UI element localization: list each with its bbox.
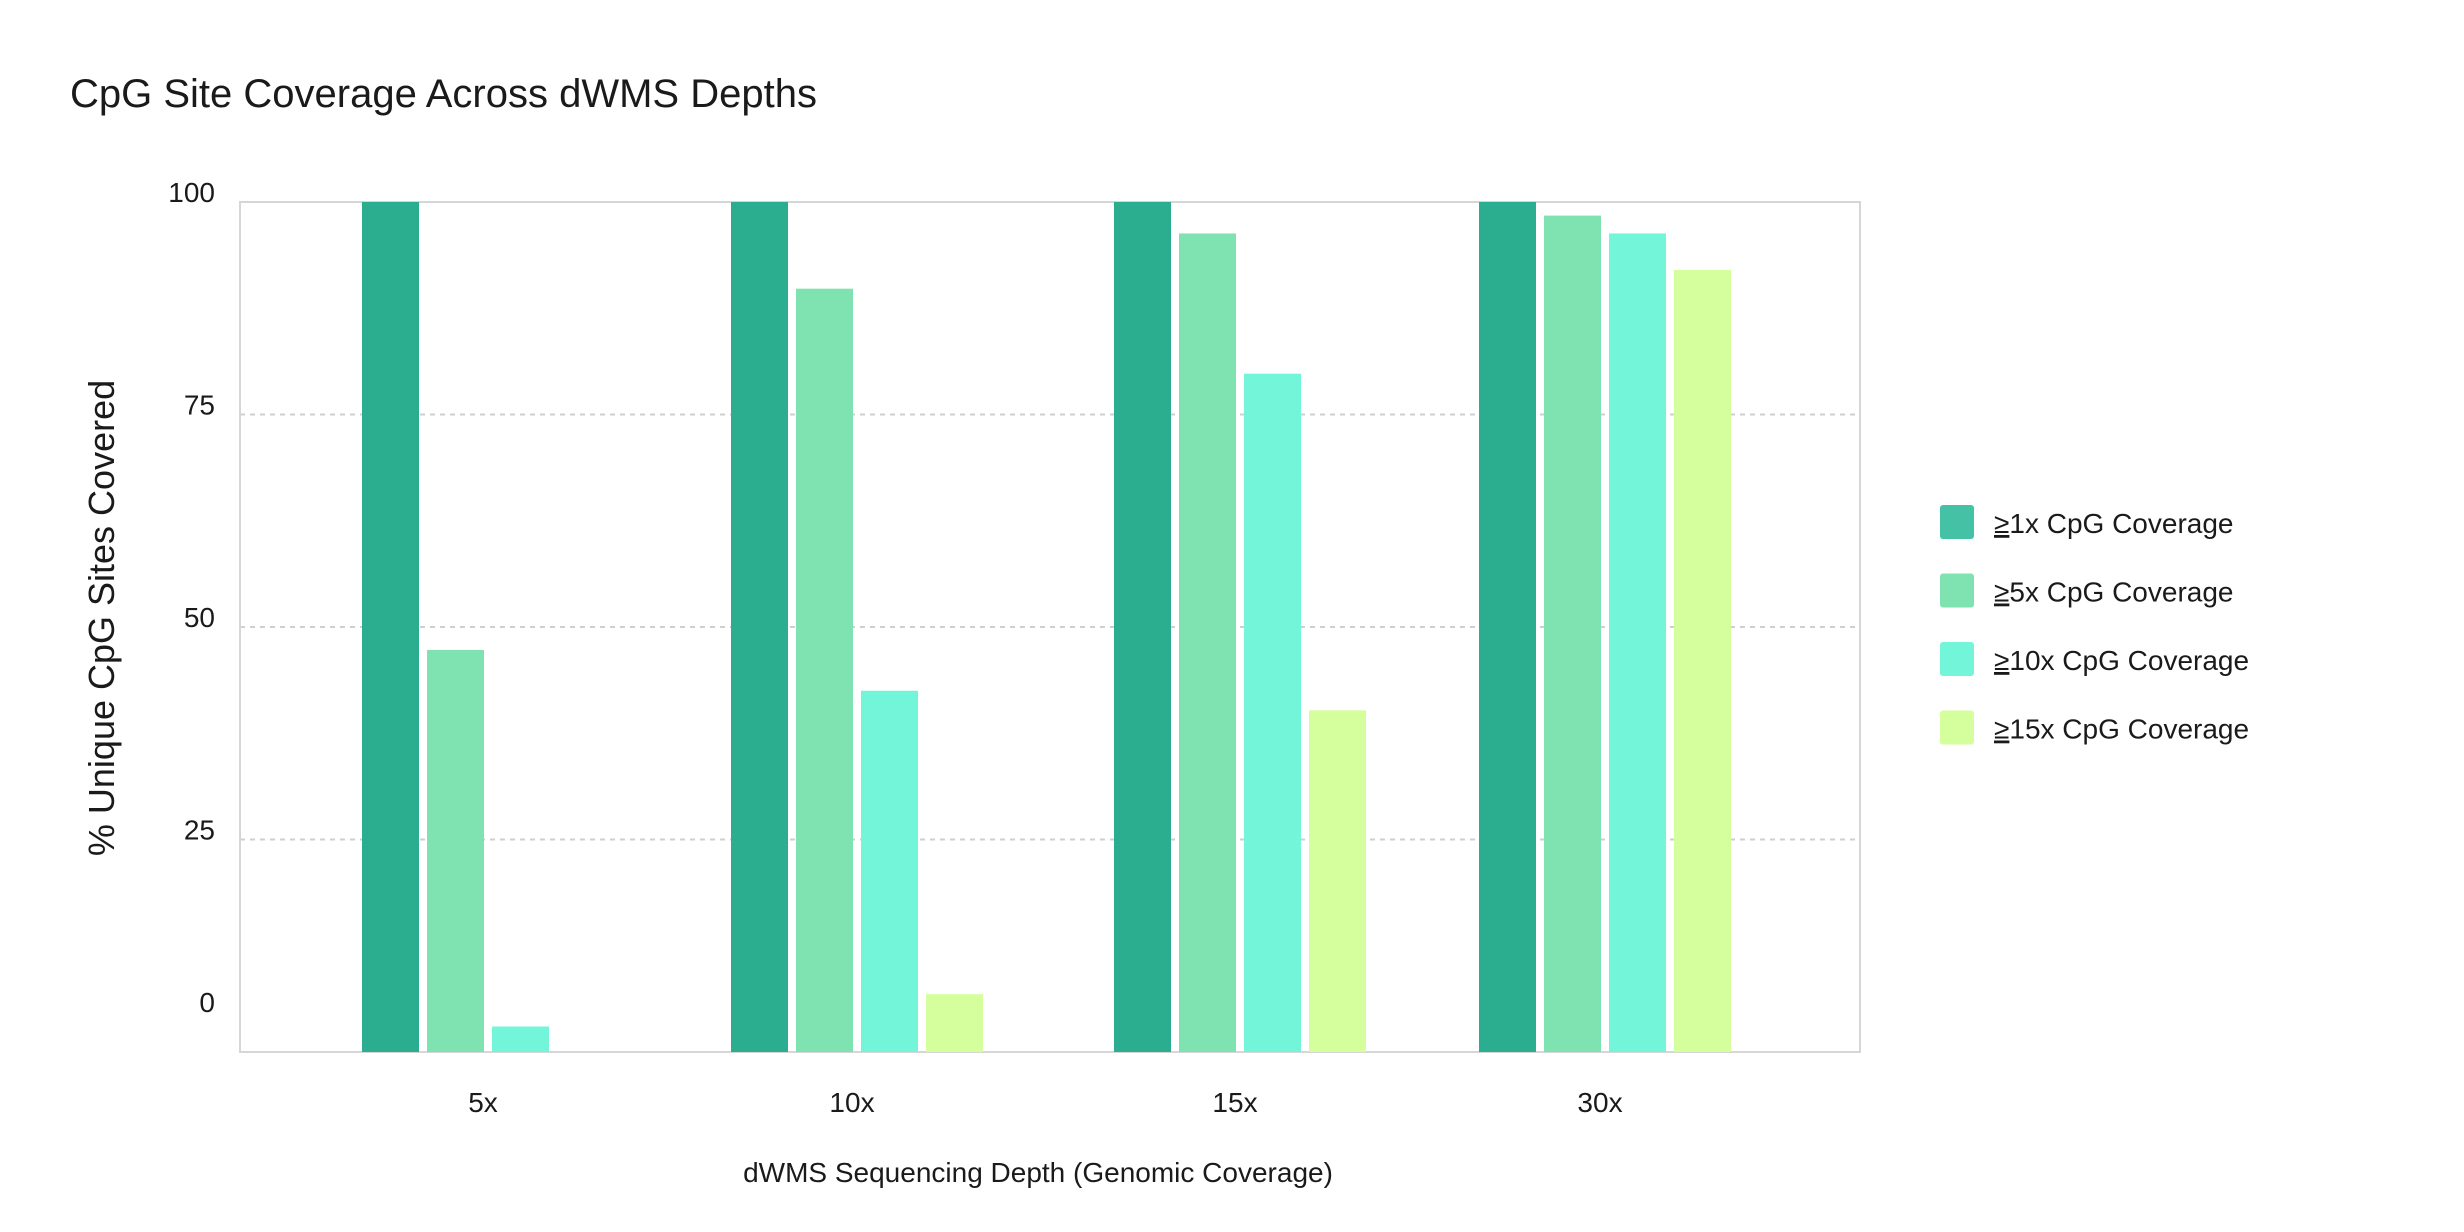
legend-label: ≥10x CpG Coverage — [1994, 645, 2249, 676]
legend-swatch — [1940, 710, 1974, 745]
bar-15x-series-3 — [1244, 373, 1301, 1052]
x-axis-title: dWMS Sequencing Depth (Genomic Coverage) — [743, 1157, 1333, 1188]
x-tick-label: 5x — [468, 1087, 498, 1118]
y-tick-label: 50 — [184, 602, 215, 633]
legend-label: ≥5x CpG Coverage — [1994, 577, 2233, 608]
bar-15x-series-4 — [1309, 710, 1366, 1052]
legend-swatch — [1940, 505, 1974, 539]
y-tick-label: 100 — [168, 177, 215, 208]
bar-5x-series-2 — [427, 649, 484, 1052]
bar-10x-series-3 — [861, 690, 918, 1052]
x-axis-ticks: 5x 10x 15x 30x — [468, 1087, 1622, 1118]
bars — [362, 202, 1731, 1053]
bar-15x-series-1 — [1114, 202, 1171, 1052]
legend-swatch — [1940, 573, 1974, 608]
bar-5x-series-3 — [492, 1026, 549, 1052]
x-tick-label: 10x — [829, 1087, 874, 1118]
bar-30x-series-4 — [1674, 270, 1731, 1052]
chart-title: CpG Site Coverage Across dWMS Depths — [70, 72, 817, 116]
legend-swatch — [1940, 642, 1974, 676]
y-tick-label: 0 — [199, 987, 215, 1018]
x-tick-label: 30x — [1577, 1087, 1622, 1118]
bar-30x-series-2 — [1544, 215, 1601, 1053]
bar-10x-series-4 — [926, 994, 983, 1052]
bar-30x-series-3 — [1609, 233, 1666, 1052]
plot-frame — [239, 201, 1861, 1053]
legend-label: ≥15x CpG Coverage — [1994, 714, 2249, 745]
y-tick-label: 75 — [184, 390, 215, 421]
y-tick-label: 25 — [184, 815, 215, 846]
bar-5x-series-1 — [362, 202, 419, 1052]
legend: ≥1x CpG Coverage ≥5x CpG Coverage ≥10x CpG… — [1940, 505, 2249, 745]
bar-15x-series-2 — [1179, 233, 1236, 1052]
bar-10x-series-2 — [796, 288, 853, 1052]
y-axis-ticks: 0 25 50 75 100 — [168, 177, 215, 1018]
legend-label: ≥1x CpG Coverage — [1994, 508, 2233, 539]
bar-30x-series-1 — [1479, 202, 1536, 1052]
y-axis-title: % Unique CpG Sites Covered — [81, 380, 122, 856]
x-tick-label: 15x — [1212, 1087, 1257, 1118]
bar-10x-series-1 — [731, 202, 788, 1052]
